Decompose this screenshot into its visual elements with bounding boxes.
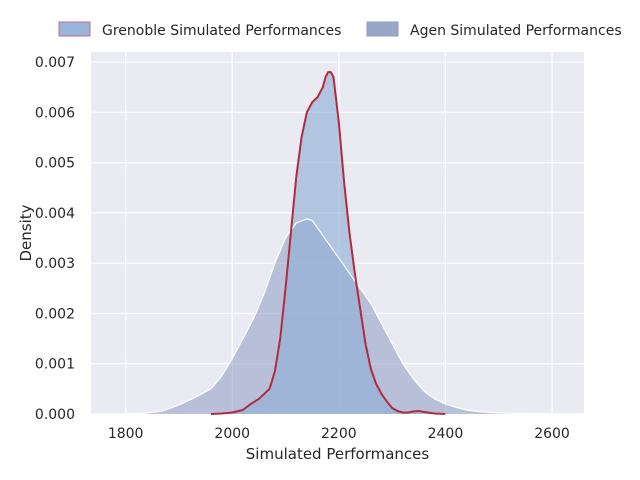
y-tick-label: 0.007 [35, 55, 75, 71]
legend: Grenoble Simulated Performances Agen Simu… [58, 21, 622, 39]
density-areas [125, 71, 553, 415]
y-tick-label: 0.001 [35, 357, 75, 373]
x-tick-label: 2000 [214, 426, 250, 442]
y-tick-label: 0.006 [35, 105, 75, 121]
y-tick-label: 0.005 [35, 156, 75, 172]
density-line-agen [125, 218, 553, 415]
y-axis-label: Density [17, 204, 35, 261]
x-axis-label: Simulated Performances [246, 445, 430, 463]
legend-label: Grenoble Simulated Performances [102, 23, 341, 39]
legend-label: Agen Simulated Performances [410, 23, 622, 39]
y-tick-labels: 0.000 0.001 0.002 0.003 0.004 0.005 0.006 0.007 [35, 55, 75, 423]
legend-swatch [366, 21, 399, 37]
x-tick-label: 2600 [534, 426, 570, 442]
y-tick-label: 0.002 [35, 306, 75, 322]
x-tick-label: 1800 [108, 426, 144, 442]
y-tick-label: 0.003 [35, 256, 75, 272]
x-tick-label: 2200 [321, 426, 357, 442]
x-tick-labels: 1800 2000 2200 2400 2600 [108, 426, 570, 442]
x-tick-label: 2400 [428, 426, 464, 442]
y-tick-label: 0.004 [35, 206, 75, 222]
density-line-grenoble [210, 71, 446, 415]
legend-swatch [58, 21, 91, 37]
y-tick-label: 0.000 [35, 407, 75, 423]
